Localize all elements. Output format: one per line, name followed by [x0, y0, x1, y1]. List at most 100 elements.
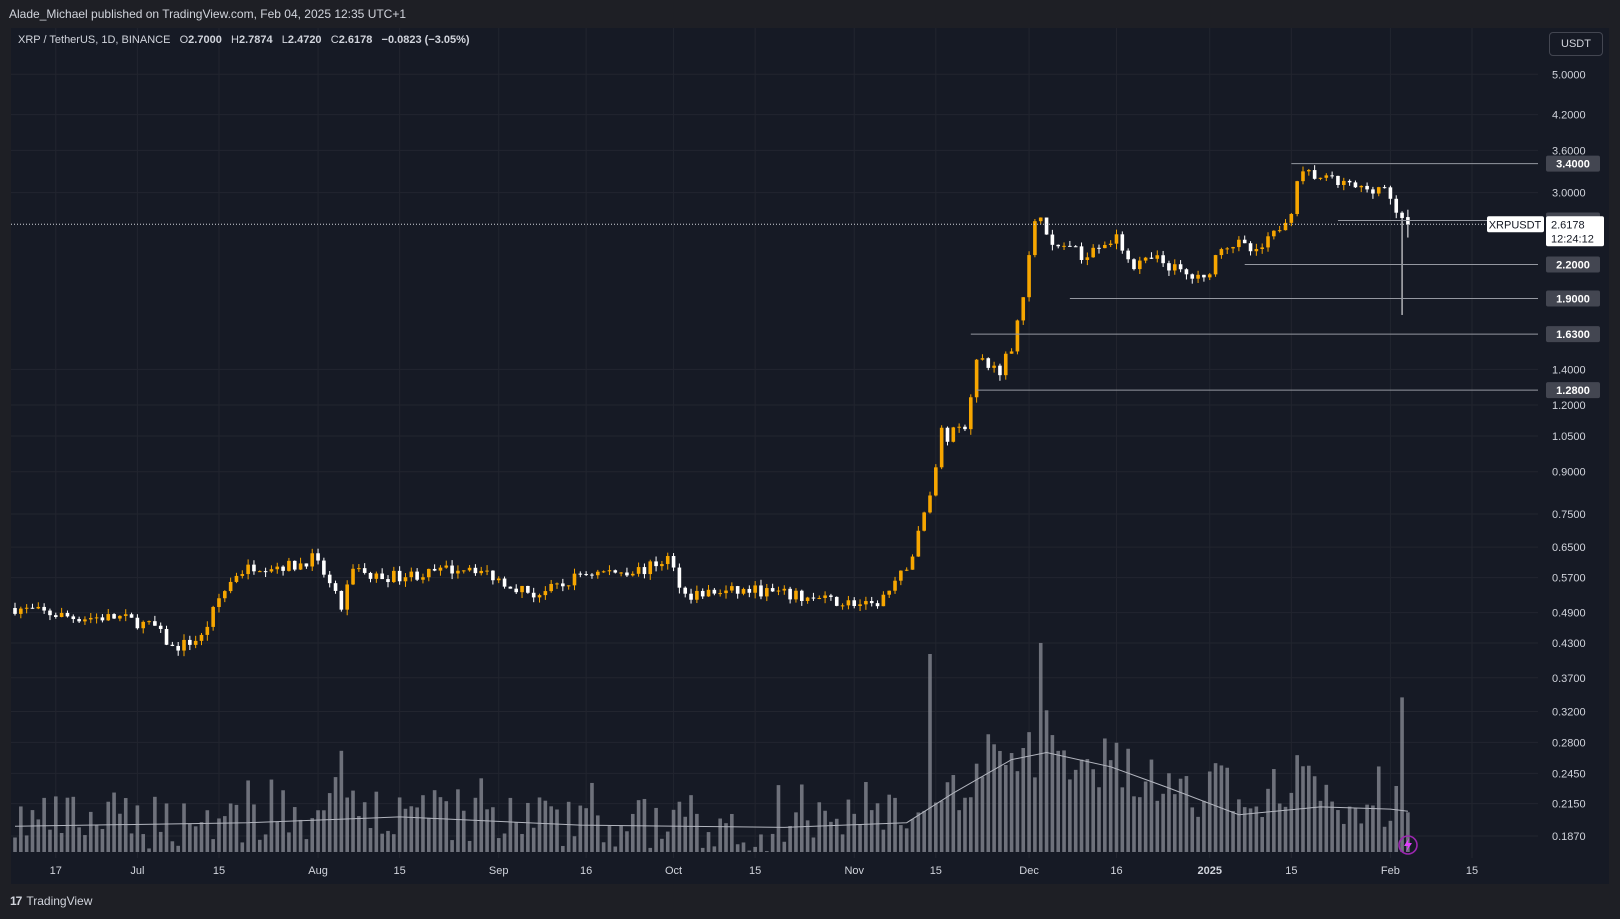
chart-panel[interactable] — [11, 28, 1609, 884]
x-tick-label: 17 — [50, 865, 62, 877]
candle-body — [1277, 230, 1282, 232]
volume-bar — [805, 820, 810, 852]
volume-bar — [374, 791, 379, 852]
close-value: 2.6178 — [338, 34, 373, 46]
volume-bar — [1050, 735, 1055, 852]
top-bar: Alade_Michael published on TradingView.c… — [0, 0, 1620, 28]
volume-bar — [240, 842, 245, 852]
volume-bar — [735, 844, 740, 852]
volume-bar — [846, 799, 851, 852]
grid-lines — [11, 28, 1538, 858]
candle-body — [327, 574, 332, 584]
volume-bar — [426, 817, 431, 852]
volume-bar — [1371, 805, 1375, 852]
volume-bar — [520, 833, 524, 852]
volume-bar — [998, 750, 1002, 852]
volume-bar — [357, 815, 361, 852]
volume-bar — [1033, 777, 1037, 852]
x-tick-label: Dec — [1019, 865, 1039, 877]
candle-body — [1015, 320, 1020, 352]
candle-body — [811, 597, 816, 599]
volume-bar — [893, 797, 897, 852]
volume-bar — [467, 840, 472, 852]
y-tick-label: 1.2000 — [1552, 400, 1586, 412]
candle-body — [333, 583, 338, 591]
candles — [13, 165, 1410, 657]
candle-body — [537, 595, 542, 598]
level-label-box — [1546, 382, 1600, 399]
symbol-name[interactable]: XRP / TetherUS, 1D, BINANCE — [18, 34, 171, 46]
volume-bar — [432, 790, 437, 852]
candle-body — [753, 585, 757, 593]
volume-bar — [741, 842, 746, 852]
volume-bar — [42, 797, 46, 852]
y-tick-label: 0.4900 — [1552, 608, 1586, 620]
candle-body — [887, 590, 891, 595]
candle-body — [129, 614, 134, 618]
volume-bar — [1295, 755, 1299, 852]
x-tick-label: Feb — [1381, 865, 1400, 877]
volume-bar — [415, 807, 419, 852]
volume-bar — [77, 827, 81, 852]
volume-bar — [1068, 779, 1072, 852]
candle-body — [357, 568, 361, 570]
candle-body — [689, 593, 693, 600]
tradingview-brand[interactable]: 17 TradingView — [10, 894, 92, 908]
volume-bar — [864, 782, 868, 852]
volume-bar — [1213, 763, 1218, 852]
volume-bar — [158, 831, 163, 852]
candle-body — [899, 570, 903, 581]
y-tick-label: 0.6500 — [1552, 542, 1586, 554]
volume-bar — [205, 810, 210, 852]
candle-body — [1283, 222, 1288, 231]
volume-bar — [817, 802, 822, 852]
volume-bar — [782, 841, 787, 852]
volume-bar — [252, 804, 256, 852]
candle-body — [601, 571, 606, 573]
volume-bar — [934, 802, 938, 852]
volume-bar — [211, 839, 215, 852]
candle-body — [1365, 185, 1369, 190]
candle-body — [88, 617, 93, 620]
candle-body — [1073, 246, 1078, 248]
candle-body — [741, 588, 746, 594]
candle-body — [1260, 247, 1264, 249]
currency-button[interactable]: USDT — [1549, 32, 1603, 56]
candle-body — [1219, 249, 1224, 256]
volume-bar — [1312, 776, 1317, 852]
volume-bar — [1161, 793, 1165, 852]
y-tick-label: 3.0000 — [1552, 188, 1586, 200]
volume-bar — [1202, 800, 1206, 852]
candle-body — [228, 581, 233, 592]
price-tag-countdown: 12:24:12 — [1551, 233, 1594, 245]
volume-bar — [904, 828, 909, 852]
volume-bar — [1172, 794, 1177, 852]
candle-body — [1318, 177, 1323, 179]
volume-bar — [945, 782, 950, 852]
volume-bar — [94, 825, 99, 852]
candle-body — [555, 583, 559, 585]
candle-body — [829, 595, 833, 597]
candle-body — [65, 612, 70, 617]
candle-body — [916, 530, 921, 557]
candle-body — [1207, 274, 1212, 278]
candle-body — [1295, 181, 1299, 214]
candle-body — [677, 567, 682, 588]
candle-body — [852, 600, 857, 606]
volume-bar — [1178, 778, 1183, 852]
candle-body — [776, 590, 781, 592]
change-value: −0.0823 (−3.05%) — [381, 34, 470, 46]
candle-body — [426, 568, 431, 578]
volume-bar — [665, 831, 670, 852]
price-axis: 5.0000 4.2000 3.6000 3.0000 1.4000 1.2000 1.05… — [1552, 69, 1586, 843]
candle-body — [1108, 243, 1113, 245]
volume-bar — [217, 818, 221, 852]
volume-bar — [392, 834, 396, 852]
replay-icon[interactable] — [1398, 835, 1418, 855]
volume-bar — [485, 809, 489, 852]
candle-body — [1190, 274, 1195, 279]
volume-bar — [706, 832, 711, 852]
candle-body — [94, 617, 99, 619]
